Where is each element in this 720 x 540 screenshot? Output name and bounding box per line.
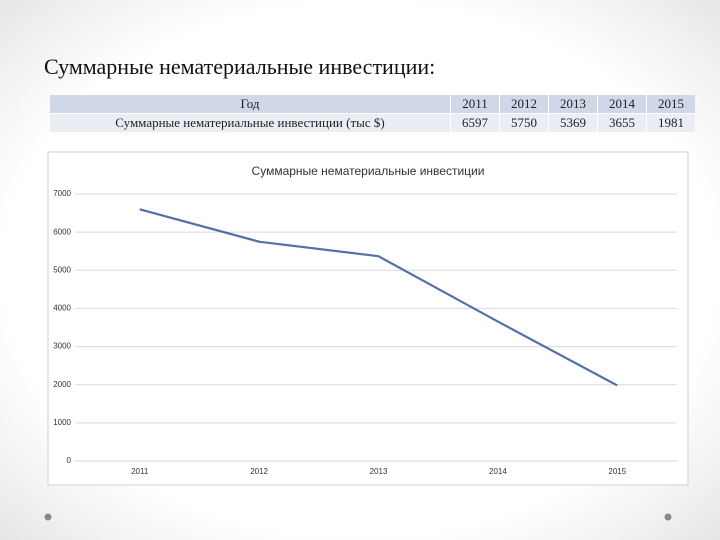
x-tick-label: 2013	[370, 467, 388, 476]
y-tick-label: 3000	[53, 342, 71, 351]
table-row: Год 2011 2012 2013 2014 2015	[50, 95, 695, 114]
y-tick-label: 7000	[53, 189, 71, 198]
table-cell: Год	[50, 95, 451, 114]
data-line	[139, 208, 618, 387]
table-cell: 2011	[450, 95, 500, 114]
table-cell: 2013	[548, 95, 598, 114]
chart-frame	[47, 151, 689, 486]
y-tick-label: 1000	[53, 418, 71, 427]
chart-title: Суммарные нематериальные инвестиции	[252, 164, 485, 178]
y-tick-label: 5000	[53, 265, 71, 274]
table-cell: 3655	[597, 113, 647, 133]
table-cell: 6597	[450, 113, 500, 133]
table-cell: 2014	[597, 95, 647, 114]
table-cell: 2012	[499, 95, 549, 114]
table-cell: 1981	[646, 113, 695, 133]
y-tick-label: 4000	[53, 304, 71, 313]
x-tick-label: 2015	[608, 467, 626, 476]
table-cell: 5750	[499, 113, 549, 133]
table-cell: 5369	[548, 113, 598, 133]
x-tick-label: 2011	[131, 467, 149, 476]
table-row: Суммарные нематериальные инвестиции (тыс…	[50, 113, 695, 133]
y-tick-label: 0	[67, 456, 72, 465]
table-cell: 2015	[646, 95, 695, 114]
x-tick-label: 2012	[250, 467, 268, 476]
x-tick-label: 2014	[489, 467, 507, 476]
table-cell: Суммарные нематериальные инвестиции (тыс…	[50, 113, 451, 133]
y-tick-label: 2000	[53, 380, 71, 389]
slide-title: Суммарные нематериальные инвестиции:	[44, 54, 436, 79]
decor-dot	[664, 513, 672, 521]
decor-dot	[44, 513, 52, 521]
y-tick-label: 6000	[53, 227, 71, 236]
data-table: Год 2011 2012 2013 2014 2015 Суммарные нематер…	[50, 95, 695, 133]
